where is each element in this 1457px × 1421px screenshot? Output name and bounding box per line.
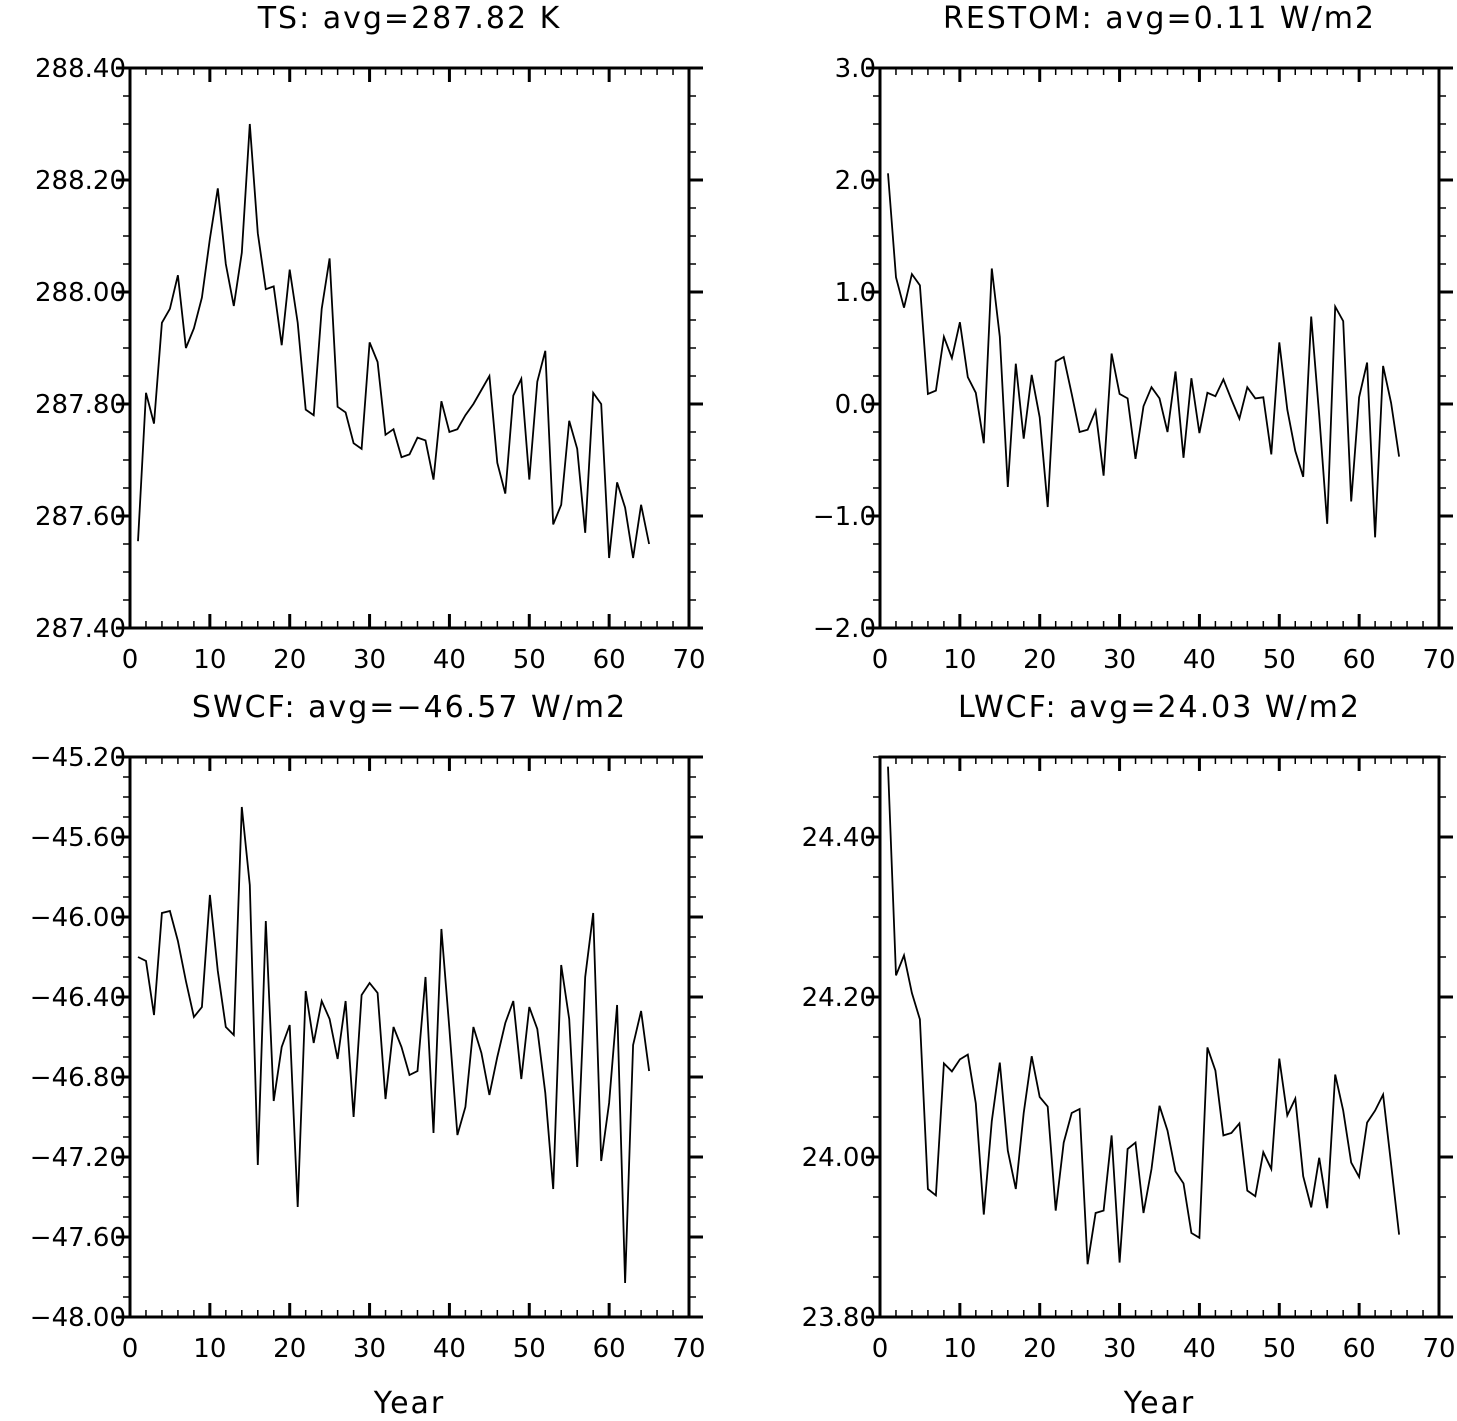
panel-4: LWCF: avg=24.03 W/m2 0 10 20 30 40 50 60 70 23.80…	[802, 690, 1456, 1421]
series-line-1	[137, 806, 650, 1284]
x-tick-label: 0	[122, 645, 139, 675]
panel-3: SWCF: avg=−46.57 W/m2 0 10 20 30 40 50 60 70 −48.…	[30, 690, 706, 1421]
x-tick-label: 10	[943, 645, 976, 675]
x-tick-label: 30	[1103, 1334, 1136, 1364]
series-line-1	[887, 766, 1400, 1265]
x-tick-label: 50	[1263, 645, 1296, 675]
x-tick-label: 70	[672, 1334, 705, 1364]
x-tick-label: 40	[1183, 645, 1216, 675]
plot-frame	[878, 755, 1441, 1319]
x-tick-label: 50	[513, 1334, 546, 1364]
y-tick-label: −46.40	[30, 983, 126, 1013]
y-tick-label: −46.80	[30, 1063, 126, 1093]
y-tick-label: 287.40	[35, 614, 126, 644]
y-tick-label: 24.20	[802, 983, 876, 1013]
y-tick-label: 288.00	[35, 278, 126, 308]
y-tick-label: 3.0	[835, 54, 876, 84]
x-tick-label: 60	[1343, 1334, 1376, 1364]
y-tick-label: −45.60	[30, 823, 126, 853]
x-tick-label: 10	[943, 1334, 976, 1364]
x-tick-label: 40	[1183, 1334, 1216, 1364]
y-tick-label: 23.80	[802, 1303, 876, 1333]
x-tick-label: 40	[433, 1334, 466, 1364]
chart-title: RESTOM: avg=0.11 W/m2	[943, 1, 1376, 36]
y-tick-label: 24.40	[802, 823, 876, 853]
series-line-1	[887, 173, 1400, 538]
y-tick-label: 288.20	[35, 166, 126, 196]
panel-1: TS: avg=287.82 K 0 10 20 30 40 50 60 70 287.40 287…	[35, 1, 706, 675]
x-tick-label: 60	[1343, 645, 1376, 675]
x-tick-label: 10	[193, 645, 226, 675]
y-tick-label: 287.80	[35, 390, 126, 420]
x-tick-label: 20	[1023, 1334, 1056, 1364]
x-tick-label: 30	[353, 1334, 386, 1364]
plot-frame	[128, 755, 691, 1319]
y-tick-label: −2.0	[813, 614, 876, 644]
x-tick-label: 0	[872, 1334, 889, 1364]
x-tick-label: 20	[1023, 645, 1056, 675]
x-tick-label: 50	[513, 645, 546, 675]
x-tick-label: 20	[273, 645, 306, 675]
chart-title: TS: avg=287.82 K	[257, 1, 562, 36]
y-tick-label: −47.60	[30, 1223, 126, 1253]
y-tick-label: 288.40	[35, 54, 126, 84]
chart-title: LWCF: avg=24.03 W/m2	[958, 690, 1361, 725]
x-tick-label: 0	[122, 1334, 139, 1364]
y-tick-label: 24.00	[802, 1143, 876, 1173]
y-tick-label: −46.00	[30, 903, 126, 933]
chart-title: SWCF: avg=−46.57 W/m2	[192, 690, 627, 725]
x-axis-label: Year	[373, 1386, 446, 1416]
x-tick-label: 70	[1422, 645, 1455, 675]
x-tick-label: 0	[872, 645, 889, 675]
y-tick-label: −47.20	[30, 1143, 126, 1173]
series-line-1	[137, 123, 650, 559]
x-tick-label: 60	[593, 1334, 626, 1364]
x-tick-label: 60	[593, 645, 626, 675]
y-tick-label: 2.0	[835, 166, 876, 196]
x-tick-label: 30	[1103, 645, 1136, 675]
y-tick-label: −1.0	[813, 502, 876, 532]
y-tick-label: 0.0	[835, 390, 876, 420]
y-tick-label: 287.60	[35, 502, 126, 532]
y-tick-label: −45.20	[30, 743, 126, 773]
panel-2: RESTOM: avg=0.11 W/m2 0 10 20 30 40 50 60 70 −2.0…	[813, 1, 1456, 675]
x-tick-label: 50	[1263, 1334, 1296, 1364]
x-tick-label: 30	[353, 645, 386, 675]
x-tick-label: 10	[193, 1334, 226, 1364]
x-tick-label: 70	[672, 645, 705, 675]
x-tick-label: 70	[1422, 1334, 1455, 1364]
plot-frame	[128, 66, 691, 630]
x-tick-label: 20	[273, 1334, 306, 1364]
y-tick-label: 1.0	[835, 278, 876, 308]
y-tick-label: −48.00	[30, 1303, 126, 1333]
x-tick-label: 40	[433, 645, 466, 675]
x-axis-label: Year	[1123, 1386, 1196, 1416]
